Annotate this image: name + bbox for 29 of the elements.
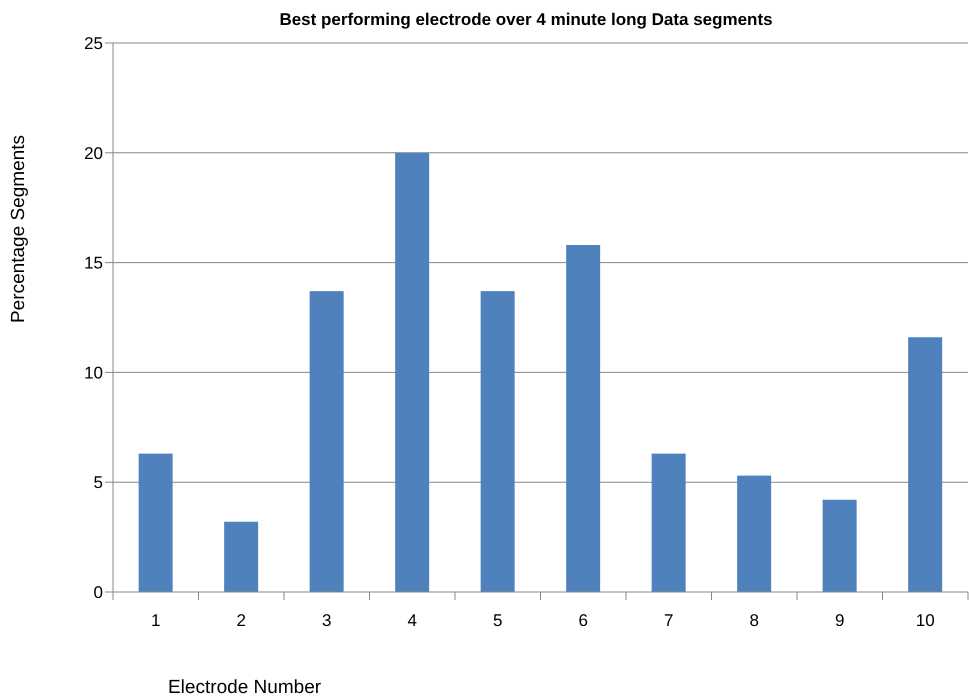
y-tick-label: 25 [84, 34, 103, 54]
x-tick-label: 3 [322, 611, 332, 630]
bar [822, 500, 857, 592]
x-tick-label: 9 [835, 611, 844, 630]
x-tick-label: 4 [408, 611, 417, 630]
chart-title: Best performing electrode over 4 minute long Data segments [279, 10, 773, 29]
y-tick-label: 0 [94, 583, 103, 602]
bar [224, 522, 258, 592]
bar [737, 476, 772, 592]
x-tick-label: 7 [664, 611, 674, 630]
bar [395, 152, 430, 592]
y-axis-title: Percentage Segments [8, 134, 29, 324]
bar [566, 245, 600, 592]
x-tick-label: 5 [493, 611, 502, 630]
x-tick-label: 2 [236, 611, 246, 630]
y-tick-label: 10 [84, 363, 103, 382]
bar [138, 454, 173, 592]
x-axis-title: Electrode Number [168, 677, 322, 698]
x-tick-label: 10 [916, 611, 935, 630]
x-tick-label: 6 [578, 611, 588, 630]
x-tick-label: 1 [151, 611, 160, 630]
bar [310, 291, 344, 592]
y-tick-label: 20 [84, 144, 103, 163]
y-tick-label: 5 [94, 473, 103, 492]
y-tick-label: 15 [84, 254, 103, 273]
bar [908, 337, 942, 592]
bar [480, 291, 515, 592]
x-tick-label: 8 [750, 611, 759, 630]
bar [652, 454, 686, 592]
